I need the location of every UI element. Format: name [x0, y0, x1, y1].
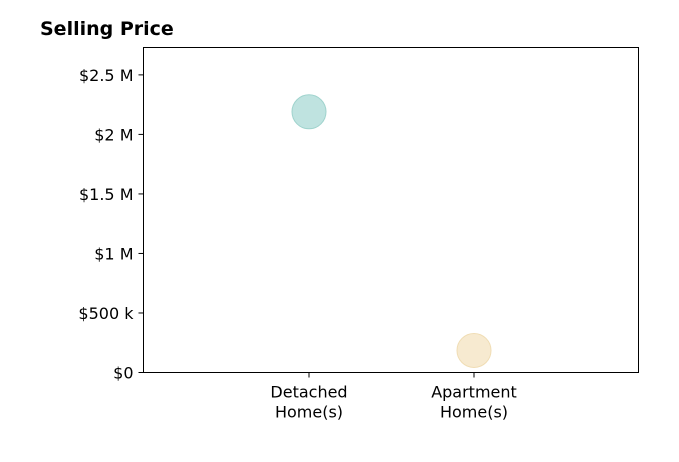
x-tick-label-line: Detached [270, 383, 347, 402]
y-tick-label: $1 M [94, 244, 133, 263]
x-tick-label-line: Home(s) [275, 403, 343, 422]
data-point [456, 332, 492, 368]
x-tick-label-line: Apartment [431, 383, 517, 402]
x-axis: Detached Home(s)Apartment Home(s) [270, 372, 517, 422]
y-tick-label: $1.5 M [79, 185, 134, 204]
x-tick-label: Apartment Home(s) [431, 383, 517, 422]
x-tick-label: Detached Home(s) [270, 383, 347, 422]
data-point [291, 94, 327, 130]
y-tick-label: $0 [113, 364, 133, 383]
y-tick-label: $2.5 M [79, 66, 134, 85]
y-tick-label: $2 M [94, 125, 133, 144]
y-axis: $0 $500 k $1 M $1.5 M $2 M $2.5 M [78, 66, 144, 383]
chart-title: Selling Price [40, 18, 174, 40]
plot-frame [143, 47, 639, 373]
y-tick-label: $500 k [78, 304, 134, 323]
data-points [291, 94, 492, 368]
x-tick-label-line: Home(s) [440, 403, 508, 422]
